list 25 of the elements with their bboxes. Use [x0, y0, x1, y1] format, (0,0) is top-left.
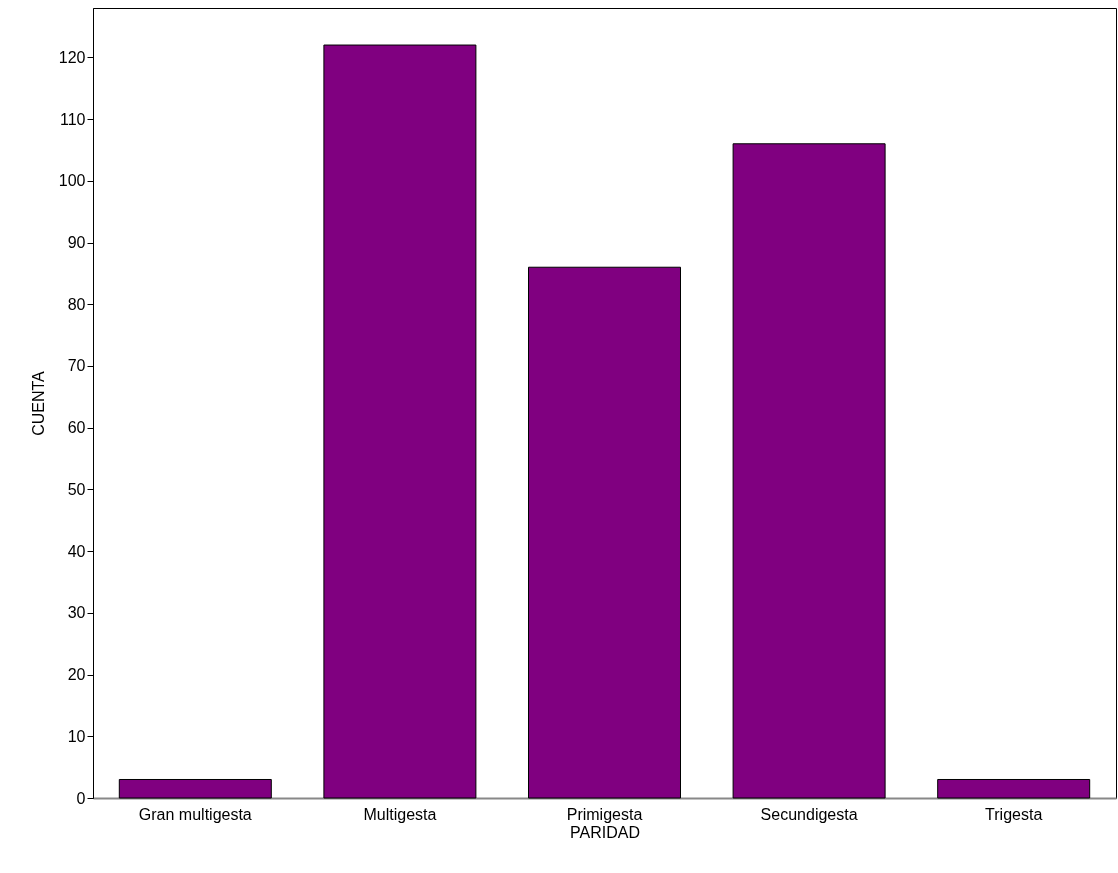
y-tick-label: 20 — [67, 666, 86, 684]
y-axis-title: CUENTA — [29, 370, 47, 436]
x-tick-label: Gran multigesta — [138, 805, 252, 823]
y-tick-label: 80 — [67, 295, 86, 313]
y-tick-label: 60 — [67, 419, 86, 437]
y-tick-label: 120 — [58, 48, 86, 66]
y-tick-label: 40 — [67, 542, 86, 560]
bar — [323, 44, 477, 799]
y-tick-label: 30 — [67, 604, 86, 622]
bar — [732, 143, 886, 799]
bar — [937, 778, 1091, 799]
x-tick-label: Primigesta — [566, 805, 643, 823]
y-tick-label: 50 — [67, 480, 86, 498]
x-axis-title: PARIDAD — [570, 823, 640, 841]
x-tick-label: Trigesta — [985, 805, 1043, 823]
bar — [528, 266, 681, 799]
y-tick-label: 90 — [67, 234, 86, 252]
bar — [118, 778, 272, 799]
y-tick-label: 70 — [67, 357, 86, 375]
x-tick-label: Secundigesta — [760, 805, 858, 823]
x-tick-label: Multigesta — [363, 805, 437, 823]
y-tick-label: 110 — [59, 110, 86, 128]
y-tick-label: 100 — [58, 172, 86, 190]
y-tick-label: 10 — [67, 727, 86, 745]
y-tick-label: 0 — [76, 789, 86, 807]
